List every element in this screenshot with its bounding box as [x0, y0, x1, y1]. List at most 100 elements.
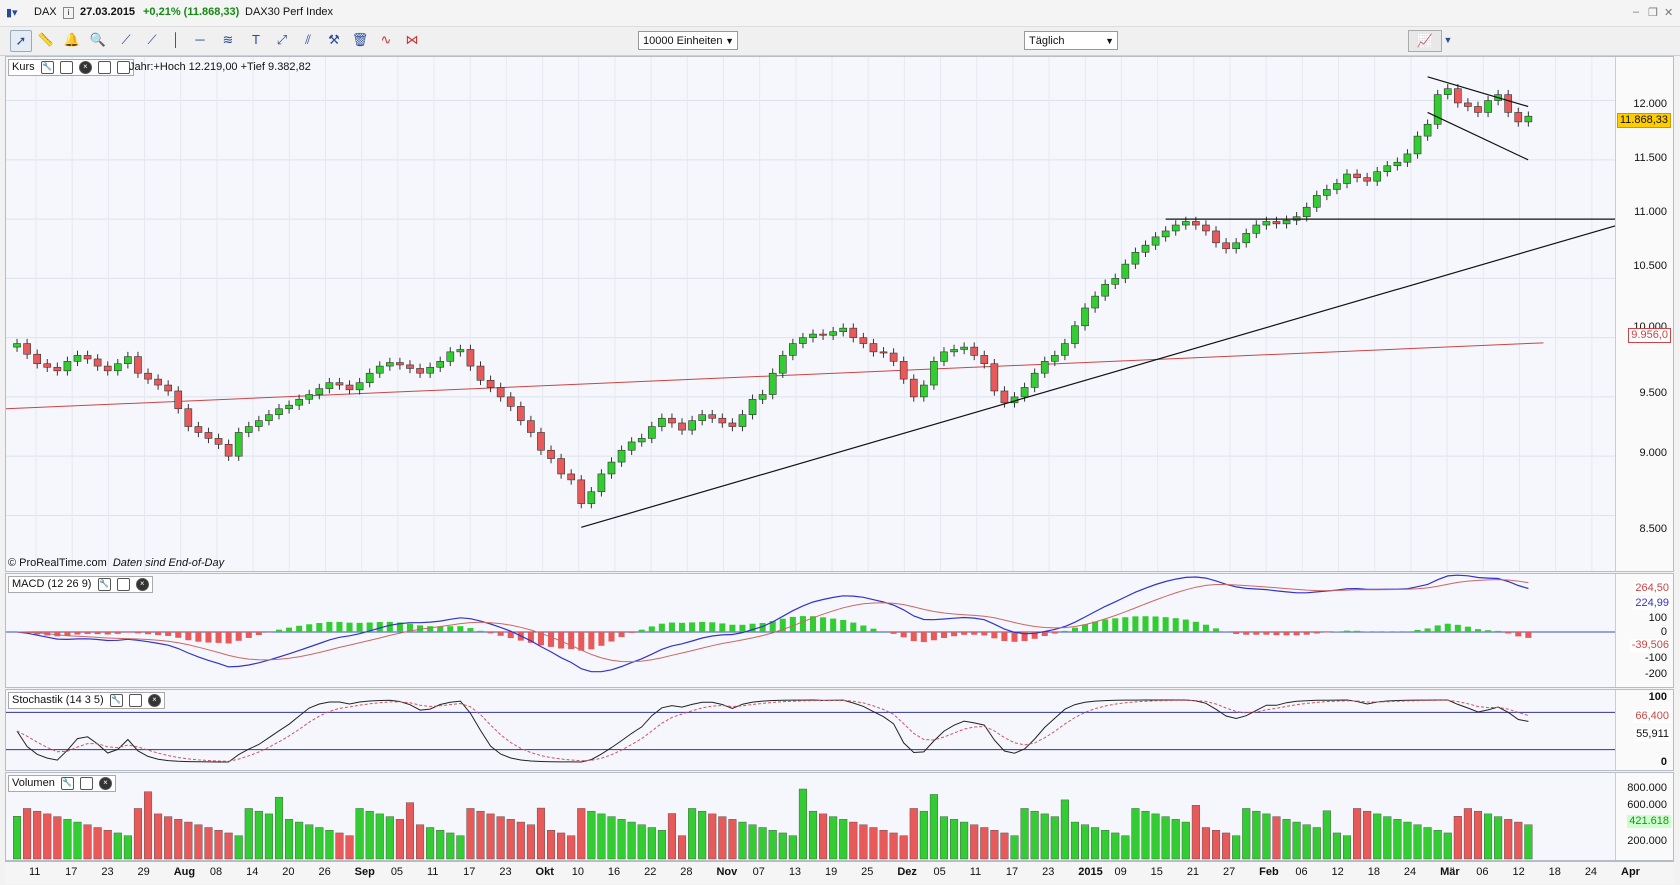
macd-histogram-bar [951, 632, 958, 637]
volume-bar [1463, 808, 1472, 860]
ray-tool-icon[interactable]: ⟋ [147, 32, 157, 47]
candle-body [43, 363, 52, 368]
time-axis-label: 18 [1367, 866, 1380, 878]
volume-bar [1262, 813, 1271, 860]
macd-histogram-bar [719, 623, 726, 632]
macd-histogram-bar [94, 632, 101, 635]
macd-histogram-bar [1485, 630, 1492, 632]
volume-bar [73, 821, 82, 860]
units-select[interactable]: 10000 Einheiten ▼ [638, 31, 738, 50]
macd-histogram-bar [840, 620, 847, 632]
stoch-tick: 0 [1660, 756, 1667, 768]
stochastic-chart[interactable] [6, 690, 1674, 771]
volume-panel-header: Volumen 🔧 × [8, 775, 116, 792]
channel-icon[interactable]: ⤢ [276, 32, 288, 47]
candle-body [658, 417, 666, 427]
candle-body [1413, 135, 1422, 155]
candle-body [950, 349, 958, 353]
symbol-label[interactable]: DAX [34, 6, 57, 18]
macd-histogram-bar [1474, 629, 1482, 632]
volume-bar [446, 832, 455, 860]
wrench-icon[interactable]: 🔧 [60, 776, 74, 790]
parallel-lines-icon[interactable]: ⫽ [305, 32, 311, 47]
window-icon[interactable] [79, 776, 93, 790]
pointer-icon[interactable]: ➚ [10, 30, 32, 52]
volume-scale[interactable]: 800.000 600.000 421.618 200.000 [1615, 773, 1673, 860]
volume-bar [375, 813, 384, 860]
macd-histogram-bar [900, 632, 907, 638]
period-select[interactable]: Täglich ▼ [1024, 31, 1118, 50]
window-icon[interactable] [59, 60, 73, 74]
price-chart[interactable] [6, 57, 1674, 572]
macd-histogram-bar [437, 626, 444, 632]
ruler-icon[interactable]: 📏 [37, 32, 55, 47]
candle-body [789, 343, 797, 356]
candle-body [436, 361, 445, 368]
volume-chart[interactable] [6, 773, 1674, 861]
macd-histogram-bar [638, 629, 645, 632]
volume-bar [184, 821, 193, 860]
close-panel-icon[interactable]: × [78, 60, 92, 74]
info-icon[interactable]: i [63, 7, 74, 19]
macd-scale[interactable]: 264,50 224,99 100 0 -39,506 -100 -200 [1615, 574, 1673, 687]
macd-chart[interactable] [6, 574, 1674, 688]
close-icon[interactable]: ✕ [1664, 7, 1674, 19]
line-tool-icon[interactable]: ⟋ [121, 32, 131, 47]
restore-icon[interactable]: ❐ [1648, 7, 1658, 19]
chart-style-icon[interactable]: 📈 [1408, 30, 1442, 52]
candle-body [1514, 112, 1523, 123]
candle-body [305, 394, 314, 400]
volume-bar [1010, 835, 1019, 860]
zoom-icon[interactable]: 🔍 [89, 32, 107, 47]
macd-value: 264,50 [1633, 582, 1671, 595]
minimize-icon[interactable]: – [1633, 6, 1640, 18]
volume-bar [1433, 830, 1442, 860]
candle-body [124, 356, 132, 365]
macd-histogram-bar [850, 622, 857, 632]
wrench-icon[interactable]: 🔧 [40, 60, 54, 74]
candle-body [33, 353, 42, 365]
window-icon[interactable] [128, 693, 142, 707]
candle-body [909, 378, 918, 398]
text-tool-icon[interactable]: T [252, 32, 260, 47]
stochastic-scale[interactable]: 100 66,400 55,911 0 [1615, 690, 1673, 770]
wrench-icon[interactable]: 🔧 [109, 693, 123, 707]
volume-bar [808, 810, 818, 860]
horizontal-line-icon[interactable]: ─ [195, 32, 205, 47]
fibonacci-icon[interactable]: ≋ [222, 32, 234, 47]
macd-histogram-bar [1293, 632, 1300, 636]
macd-histogram-bar [1505, 632, 1512, 634]
macd-histogram-bar [1434, 625, 1441, 632]
price-scale[interactable]: 12.000 11.500 11.000 10.500 10.000 9.500… [1615, 57, 1673, 571]
macd-histogram-bar [820, 617, 827, 632]
candle-body [426, 366, 434, 374]
macd-histogram-bar [1515, 632, 1522, 637]
macd-histogram-bar [1031, 632, 1038, 639]
candle-body [647, 426, 656, 439]
close-panel-icon[interactable]: × [99, 776, 112, 790]
macd-histogram-bar [1243, 632, 1250, 635]
volume-bar [466, 808, 475, 860]
copy-icon[interactable] [97, 60, 111, 74]
candle-body [678, 422, 686, 431]
tools-icon[interactable]: ⚒ [328, 32, 340, 47]
candle-body [597, 473, 606, 493]
volume-bar [1030, 810, 1039, 860]
wrench-icon[interactable]: 🔧 [97, 577, 111, 591]
close-panel-icon[interactable]: × [135, 577, 149, 591]
wave-icon[interactable]: ∿ [380, 32, 392, 47]
candle-body [1353, 173, 1361, 178]
time-axis[interactable]: 11 17 23 29 Aug 08 14 20 26 Sep 05 11 17 23 Okt 10 16 22 2… [5, 861, 1674, 884]
window-icon[interactable] [116, 577, 130, 591]
chevron-down-icon[interactable]: ▼ [1443, 35, 1453, 45]
pattern-icon[interactable]: ⋈ [405, 32, 419, 47]
close-panel-icon[interactable]: × [147, 693, 161, 707]
candle-body [1071, 325, 1079, 344]
paste-icon[interactable] [116, 60, 130, 74]
trash-icon[interactable]: 🗑 [351, 32, 369, 47]
vertical-line-icon[interactable]: │ [171, 32, 181, 47]
volume-bar [859, 824, 868, 860]
volume-bar [1020, 808, 1029, 860]
alarm-bell-icon[interactable]: 🔔 [63, 32, 81, 47]
volume-bar [990, 830, 999, 860]
